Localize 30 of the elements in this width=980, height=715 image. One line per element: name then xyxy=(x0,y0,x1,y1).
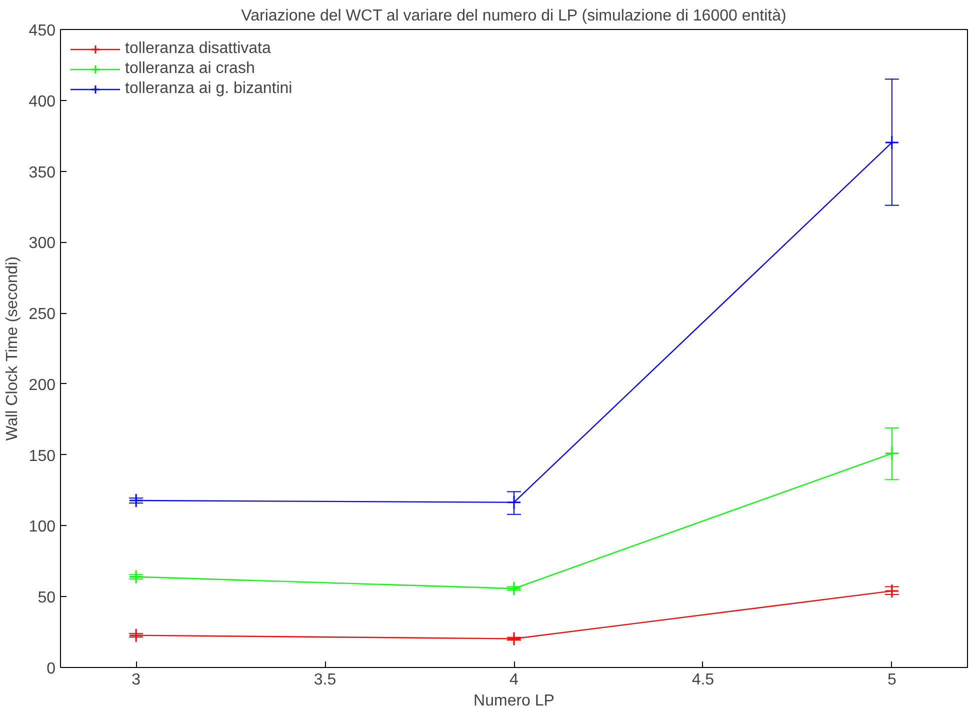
legend-label: tolleranza ai g. bizantini xyxy=(125,80,292,98)
legend-label: tolleranza disattivata xyxy=(125,40,271,58)
y-tick-label: 450 xyxy=(28,22,56,40)
point xyxy=(128,570,144,584)
x-tick-label: 3 xyxy=(132,672,141,688)
chart-title: Variazione del WCT al variare del numero di LP (simulazione di 16000 entità) xyxy=(241,8,786,24)
point xyxy=(506,581,522,596)
y-tick-label: 0 xyxy=(46,660,56,678)
y-tick-label: 50 xyxy=(38,590,56,607)
y-tick-label: 250 xyxy=(28,306,56,324)
y-axis-title: Wall Clock Time (secondi) xyxy=(4,256,21,441)
point xyxy=(884,135,900,150)
y-tick-label: 350 xyxy=(28,164,56,182)
x-tick-label: 4 xyxy=(510,672,519,688)
x-tick-label: 3.5 xyxy=(314,672,336,688)
point xyxy=(128,493,144,508)
point xyxy=(884,446,900,461)
y-tick-label: 300 xyxy=(28,235,56,252)
y-tick-label: 200 xyxy=(28,376,56,394)
y-tick-label: 150 xyxy=(28,448,56,465)
x-tick-label: 4.5 xyxy=(692,672,714,688)
legend-label: tolleranza ai crash xyxy=(125,60,255,78)
point xyxy=(506,495,522,510)
y-tick-label: 100 xyxy=(28,518,56,536)
point xyxy=(128,628,144,643)
x-axis-title: Numero LP xyxy=(474,692,554,710)
point xyxy=(884,584,900,598)
point xyxy=(506,631,522,646)
x-tick-label: 5 xyxy=(887,672,896,688)
y-tick-label: 400 xyxy=(28,93,56,110)
